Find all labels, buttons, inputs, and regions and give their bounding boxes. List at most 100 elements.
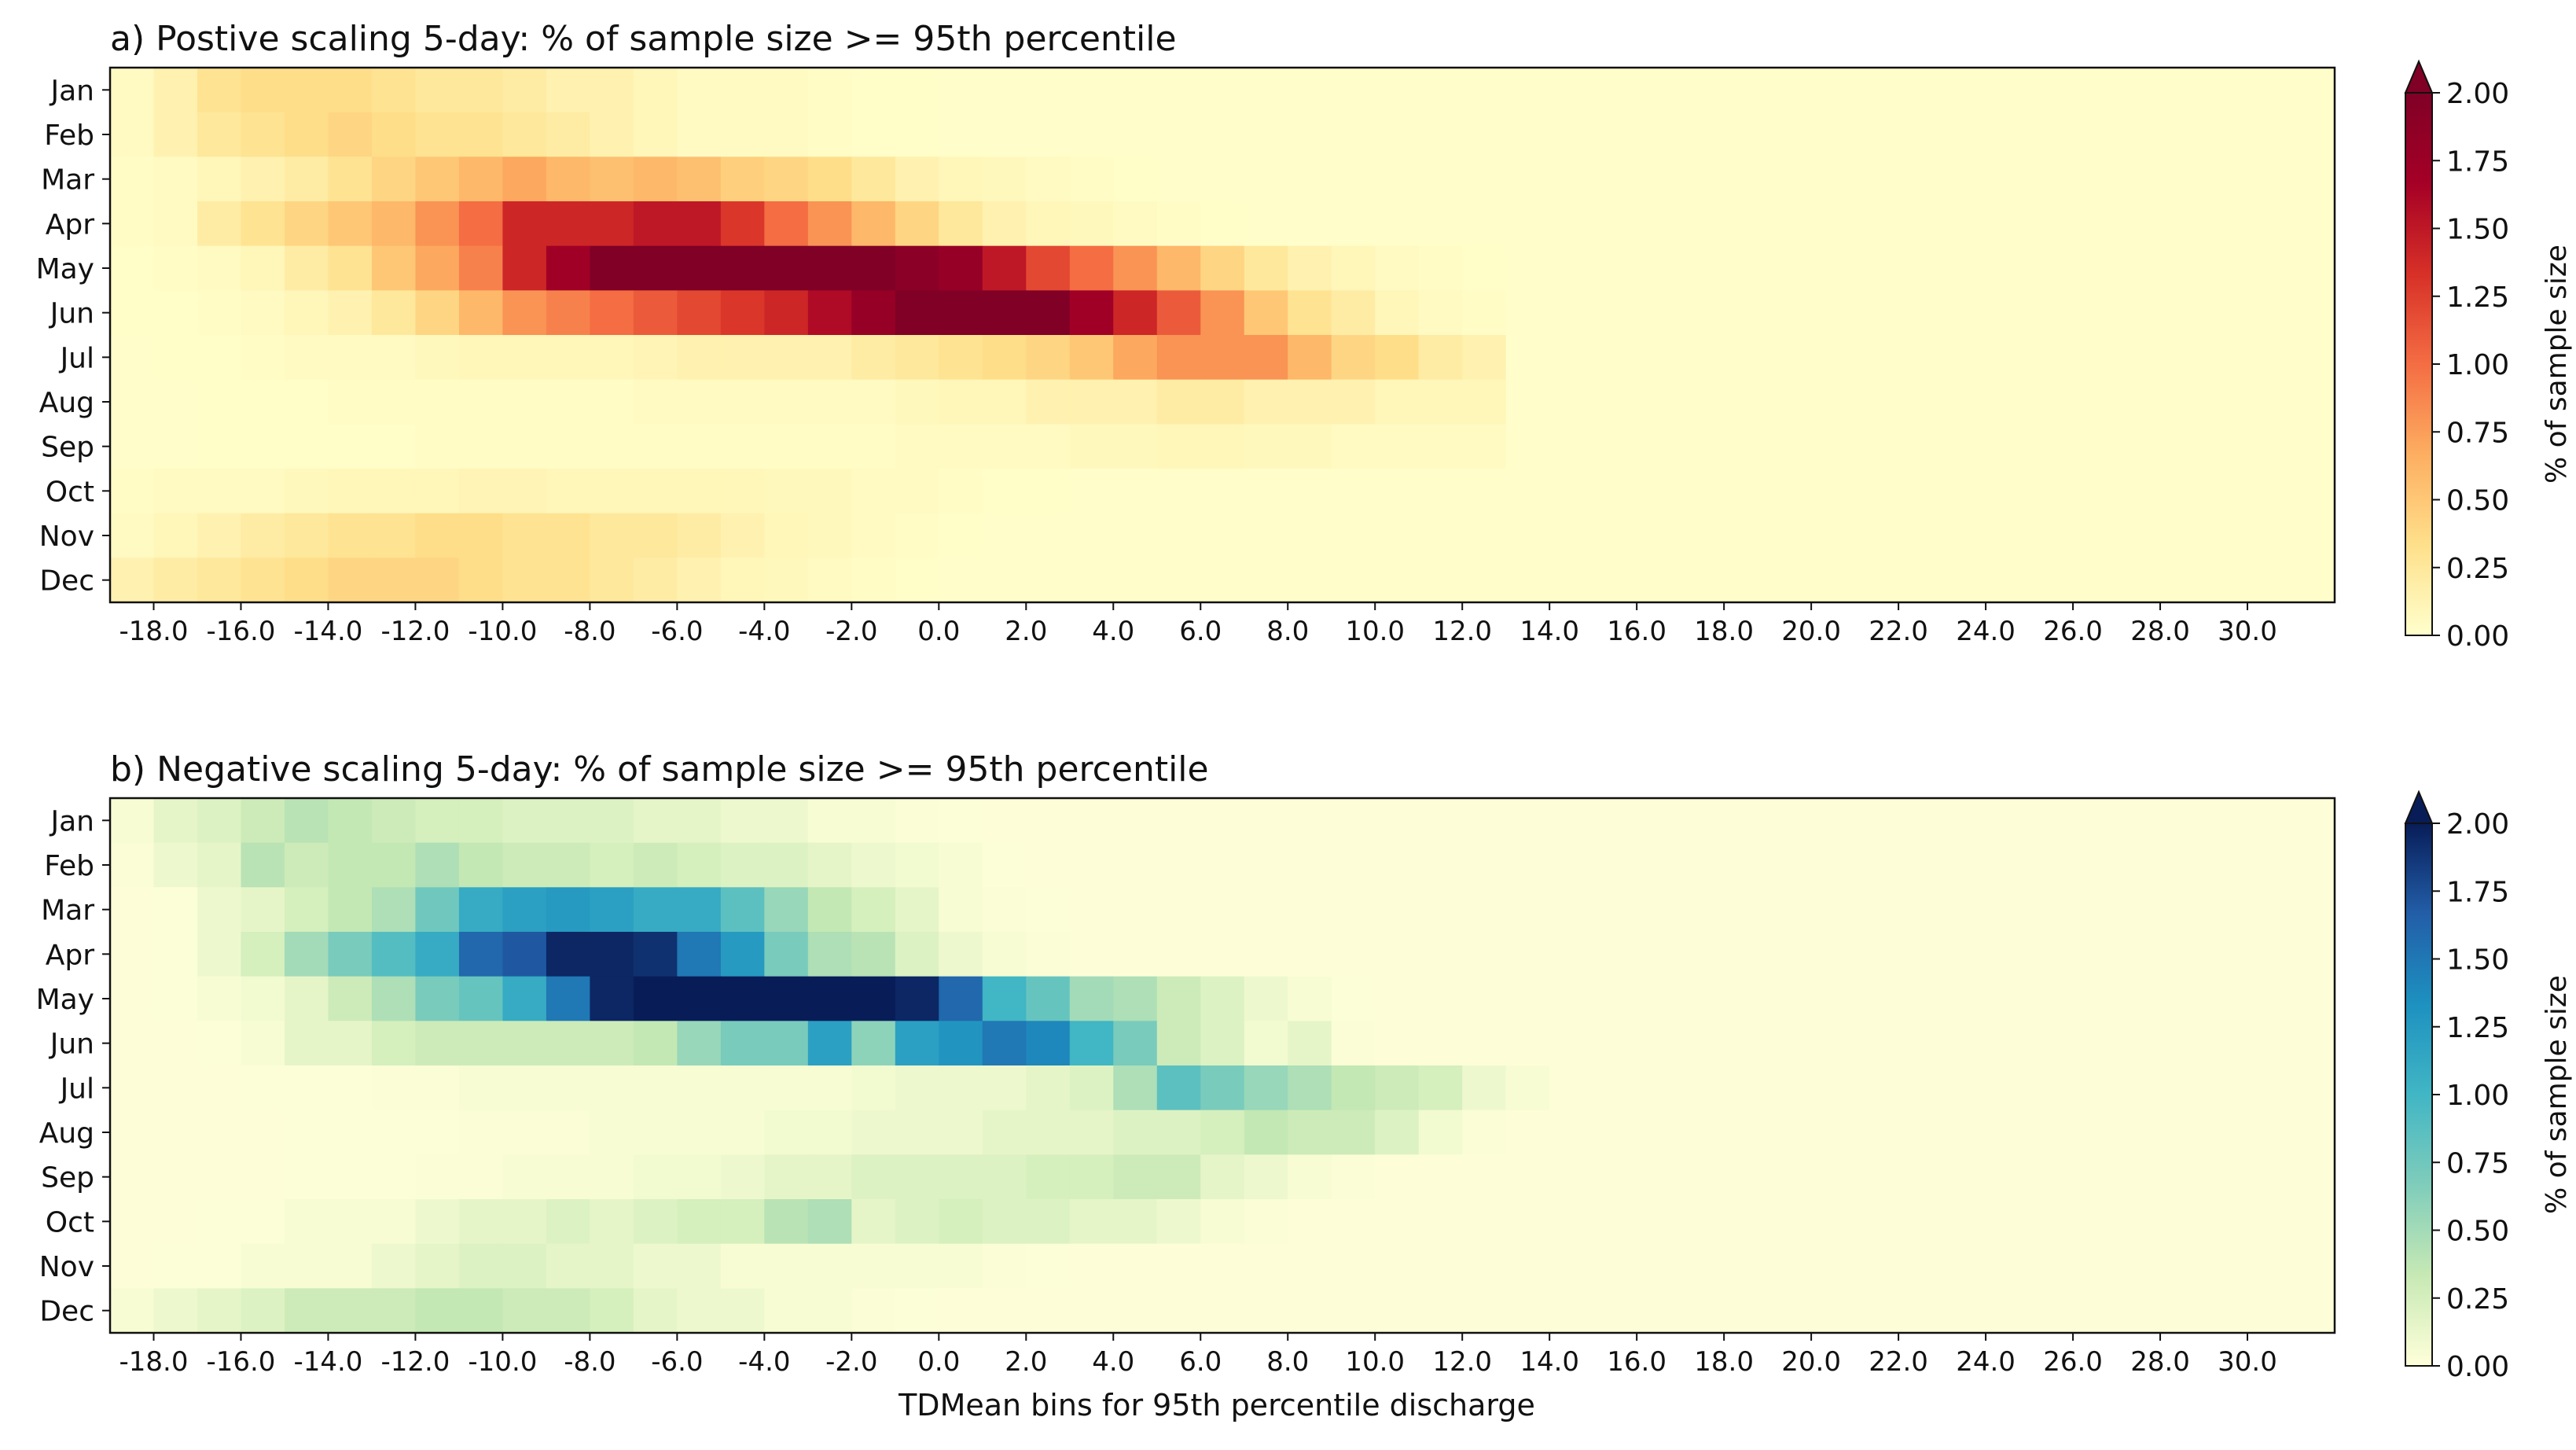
heatmap-cell — [1244, 245, 1288, 291]
heatmap-cell — [1854, 156, 1899, 202]
heatmap-cell — [415, 1065, 460, 1111]
heatmap-cell — [939, 68, 983, 113]
heatmap-cell — [1113, 976, 1158, 1021]
heatmap-cell — [1200, 379, 1245, 425]
heatmap-cell — [2116, 558, 2161, 603]
y-tick-label: Oct — [46, 476, 94, 508]
heatmap-cell — [1724, 798, 1769, 844]
heatmap-cell — [328, 976, 373, 1021]
colorbar-tick-label: 1.00 — [2446, 349, 2509, 381]
heatmap-cell — [720, 424, 765, 469]
heatmap-cell — [1026, 887, 1071, 933]
heatmap-cell — [2203, 1065, 2248, 1111]
heatmap-cell — [1113, 469, 1158, 514]
heatmap-cell — [1156, 887, 1201, 933]
heatmap-cell — [1462, 469, 1507, 514]
heatmap-cell — [851, 201, 896, 247]
heatmap-cell — [2160, 424, 2205, 469]
heatmap-cell — [1244, 976, 1288, 1021]
heatmap-cell — [1331, 842, 1376, 888]
heatmap-cell — [1854, 887, 1899, 933]
colorbar-tick-label: 1.25 — [2446, 1012, 2509, 1044]
heatmap-cell — [720, 513, 765, 558]
heatmap-cell — [1505, 558, 1550, 603]
heatmap-cell — [1898, 68, 1943, 113]
heatmap-cell — [633, 842, 678, 888]
heatmap-cell — [2073, 424, 2118, 469]
heatmap-cell — [1156, 932, 1201, 977]
heatmap-cell — [371, 513, 417, 558]
heatmap-cell — [153, 201, 198, 247]
heatmap-cell — [284, 558, 329, 603]
heatmap-cell — [677, 1110, 722, 1155]
heatmap-cell — [1156, 335, 1201, 381]
heatmap-cell — [1156, 424, 1201, 469]
heatmap-cell — [1113, 1110, 1158, 1155]
colorbar-tick-label: 0.25 — [2446, 1283, 2509, 1316]
heatmap-cell — [1811, 424, 1856, 469]
heatmap-cell — [1418, 842, 1463, 888]
heatmap-cell — [502, 379, 547, 425]
heatmap-cell — [1724, 1021, 1769, 1066]
heatmap-cell — [982, 558, 1027, 603]
heatmap-cell — [851, 887, 896, 933]
heatmap-cell — [2247, 112, 2292, 157]
heatmap-cell — [2291, 290, 2335, 336]
heatmap-cell — [458, 156, 504, 202]
heatmap-cell — [1200, 842, 1245, 888]
heatmap-cell — [1549, 1243, 1594, 1289]
heatmap-cell — [1898, 1199, 1943, 1245]
heatmap-cell — [590, 1065, 634, 1111]
heatmap-cell — [1418, 290, 1463, 336]
heatmap-cell — [807, 1288, 852, 1334]
heatmap-cell — [1680, 842, 1725, 888]
heatmap-cell — [2203, 976, 2248, 1021]
heatmap-cell — [1244, 798, 1288, 844]
heatmap-cell — [2160, 245, 2205, 291]
heatmap-cell — [1942, 290, 1986, 336]
heatmap-cell — [982, 1065, 1027, 1111]
heatmap-cell — [1331, 379, 1376, 425]
heatmap-cell — [1375, 201, 1420, 247]
heatmap-cell — [2029, 290, 2074, 336]
heatmap-cell — [110, 887, 155, 933]
chart-title: b) Negative scaling 5-day: % of sample s… — [110, 749, 1209, 789]
heatmap-cell — [197, 887, 242, 933]
x-tick-label: 28.0 — [2130, 1346, 2190, 1378]
heatmap-cell — [2073, 976, 2118, 1021]
heatmap-cell — [1156, 976, 1201, 1021]
heatmap-cell — [371, 112, 417, 157]
x-tick-label: 14.0 — [1520, 616, 1579, 647]
heatmap-cell — [939, 842, 983, 888]
heatmap-cell — [1288, 1065, 1332, 1111]
heatmap-cell — [807, 1110, 852, 1155]
heatmap-cell — [1898, 976, 1943, 1021]
heatmap-cell — [1986, 513, 2030, 558]
heatmap-cell — [1156, 1065, 1201, 1111]
heatmap-cell — [284, 112, 329, 157]
heatmap-cell — [720, 887, 765, 933]
heatmap-cell — [1724, 290, 1769, 336]
heatmap-cell — [720, 156, 765, 202]
heatmap-cell — [1724, 513, 1769, 558]
heatmap-cell — [2029, 1065, 2074, 1111]
x-tick-label: 10.0 — [1345, 616, 1405, 647]
heatmap-cell — [2029, 1154, 2074, 1200]
heatmap-cell — [415, 887, 460, 933]
heatmap-cell — [2073, 112, 2118, 157]
figure-xlabel: TDMean bins for 95th percentile discharg… — [898, 1388, 1535, 1422]
heatmap-cell — [328, 469, 373, 514]
heatmap-cell — [1375, 887, 1420, 933]
heatmap-cell — [1811, 1199, 1856, 1245]
heatmap-cell — [328, 932, 373, 977]
heatmap-cell — [851, 424, 896, 469]
heatmap-cell — [1244, 932, 1288, 977]
heatmap-cell — [2160, 798, 2205, 844]
heatmap-cell — [1331, 290, 1376, 336]
heatmap-cell — [458, 1154, 504, 1200]
heatmap-cell — [939, 379, 983, 425]
heatmap-cell — [1767, 424, 1812, 469]
heatmap-cell — [1942, 424, 1986, 469]
heatmap-cell — [328, 424, 373, 469]
heatmap-cell — [2116, 932, 2161, 977]
